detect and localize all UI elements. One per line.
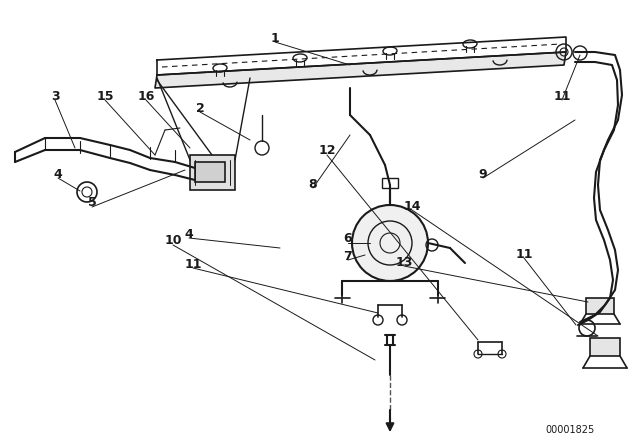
- Text: 15: 15: [96, 90, 114, 103]
- Bar: [590, 338, 620, 356]
- Text: 4: 4: [54, 168, 62, 181]
- Text: 16: 16: [138, 90, 155, 103]
- Text: 2: 2: [196, 102, 204, 115]
- Text: 4: 4: [184, 228, 193, 241]
- Text: 7: 7: [344, 250, 353, 263]
- Text: 9: 9: [479, 168, 487, 181]
- Circle shape: [352, 205, 428, 281]
- Polygon shape: [155, 52, 566, 88]
- Text: 5: 5: [88, 197, 97, 210]
- Text: 00001825: 00001825: [545, 425, 595, 435]
- Text: 1: 1: [271, 31, 280, 44]
- Text: 14: 14: [403, 199, 420, 212]
- Polygon shape: [157, 37, 566, 75]
- Text: 13: 13: [396, 255, 413, 268]
- Bar: [195, 162, 225, 182]
- Text: 6: 6: [344, 233, 352, 246]
- Text: 8: 8: [308, 177, 317, 190]
- Bar: [382, 178, 398, 188]
- Text: 11: 11: [184, 258, 202, 271]
- Text: 12: 12: [318, 145, 336, 158]
- Bar: [190, 155, 235, 190]
- Bar: [586, 298, 614, 314]
- Text: 11: 11: [515, 247, 532, 260]
- Text: 11: 11: [553, 90, 571, 103]
- Text: 10: 10: [164, 234, 182, 247]
- Text: 3: 3: [51, 90, 60, 103]
